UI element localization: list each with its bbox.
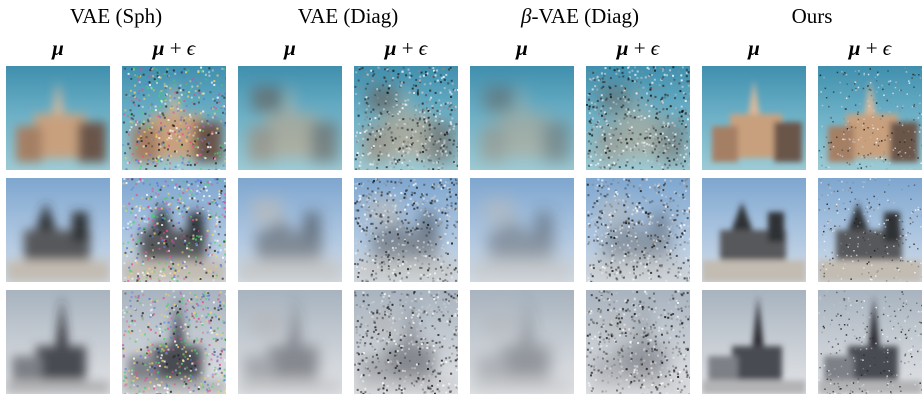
group-title-vae-sph: VAE (Sph) (69, 4, 163, 28)
col-label-beta-vae-diag-mu: μ (516, 36, 528, 60)
sample-image-vae-sph-mu-plus-eps-row-2 (122, 178, 226, 282)
sample-image-vae-diag-mu-row-3 (238, 290, 342, 394)
sample-image-beta-vae-diag-mu-plus-eps-row-1 (586, 66, 690, 170)
sample-image-vae-sph-mu-row-3 (6, 290, 110, 394)
sample-image-beta-vae-diag-mu-plus-eps-row-3 (586, 290, 690, 394)
sample-image-ours-mu-row-1 (702, 66, 806, 170)
sample-image-ours-mu-row-3 (702, 290, 806, 394)
col-label-ours-mu: μ (748, 36, 760, 60)
col-label-vae-diag-mu-plus-eps: μ + ϵ (384, 36, 428, 60)
sample-image-vae-sph-mu-row-1 (6, 66, 110, 170)
sample-image-vae-diag-mu-row-2 (238, 178, 342, 282)
group-title-vae-diag: VAE (Diag) (297, 4, 399, 28)
col-label-ours-mu-plus-eps: μ + ϵ (848, 36, 892, 60)
group-title-beta-vae-diag: β-VAE (Diag) (521, 4, 639, 28)
col-label-vae-sph-mu: μ (52, 36, 64, 60)
sample-image-vae-sph-mu-row-2 (6, 178, 110, 282)
sample-image-beta-vae-diag-mu-plus-eps-row-2 (586, 178, 690, 282)
sample-image-ours-mu-plus-eps-row-2 (818, 178, 922, 282)
sample-image-beta-vae-diag-mu-row-3 (470, 290, 574, 394)
sample-image-vae-diag-mu-plus-eps-row-1 (354, 66, 458, 170)
sample-image-vae-diag-mu-row-1 (238, 66, 342, 170)
sample-image-ours-mu-plus-eps-row-1 (818, 66, 922, 170)
col-label-vae-diag-mu: μ (284, 36, 296, 60)
sample-image-vae-sph-mu-plus-eps-row-3 (122, 290, 226, 394)
sample-image-ours-mu-row-2 (702, 178, 806, 282)
group-title-ours: Ours (791, 4, 833, 28)
sample-image-beta-vae-diag-mu-row-1 (470, 66, 574, 170)
sample-image-beta-vae-diag-mu-row-2 (470, 178, 574, 282)
sample-image-ours-mu-plus-eps-row-3 (818, 290, 922, 394)
sample-image-vae-sph-mu-plus-eps-row-1 (122, 66, 226, 170)
sample-image-vae-diag-mu-plus-eps-row-3 (354, 290, 458, 394)
col-label-vae-sph-mu-plus-eps: μ + ϵ (152, 36, 196, 60)
sample-image-vae-diag-mu-plus-eps-row-2 (354, 178, 458, 282)
col-label-beta-vae-diag-mu-plus-eps: μ + ϵ (616, 36, 660, 60)
